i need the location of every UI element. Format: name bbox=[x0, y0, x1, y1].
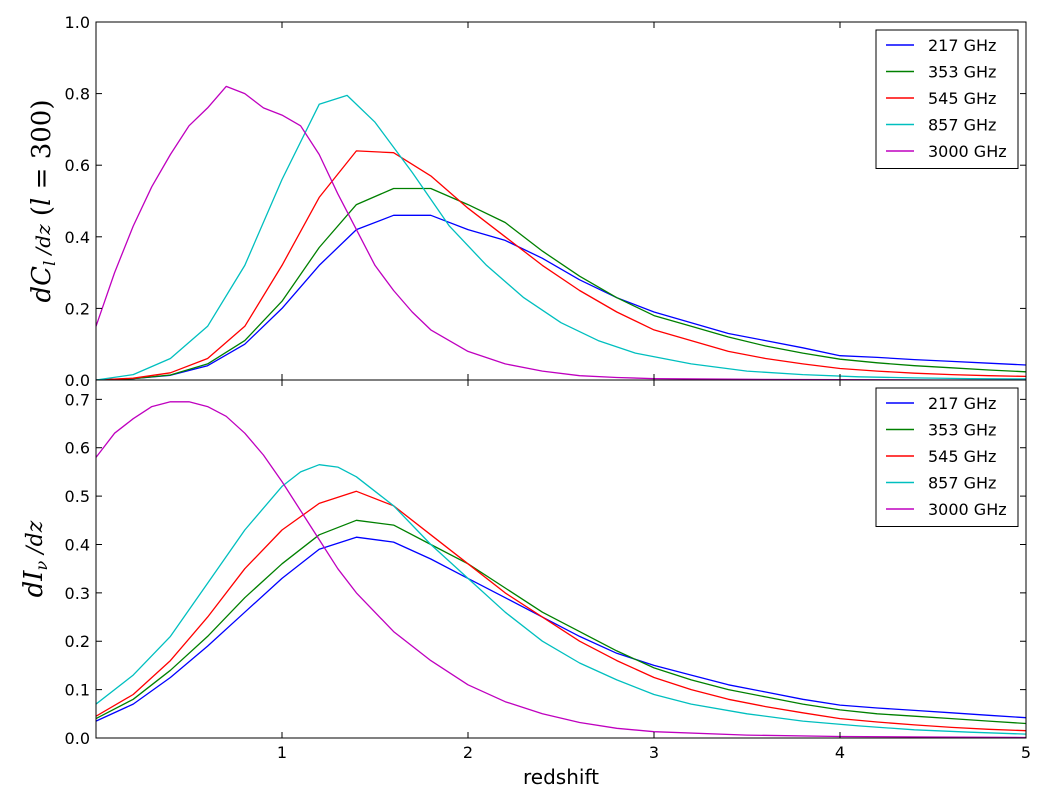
top-y-axis-label-l: l bbox=[27, 198, 57, 206]
bottom-series-line-857-ghz bbox=[96, 464, 1026, 735]
bottom-series-line-353-ghz bbox=[96, 519, 1026, 725]
top-y-tick-label: 0.0 bbox=[65, 371, 90, 390]
top-series-line-217-ghz bbox=[96, 214, 1026, 380]
top-legend-label: 857 GHz bbox=[928, 116, 996, 135]
bottom-series-line-545-ghz bbox=[96, 490, 1026, 732]
top-legend-label: 353 GHz bbox=[928, 63, 996, 82]
top-legend-box bbox=[875, 29, 1019, 169]
bottom-y-tick-label: 0.5 bbox=[65, 487, 90, 506]
bottom-y-tick-label: 0.1 bbox=[65, 681, 90, 700]
bottom-x-tick-label: 4 bbox=[835, 743, 845, 762]
top-legend-label: 545 GHz bbox=[928, 89, 996, 108]
bottom-series-group bbox=[96, 401, 1026, 738]
bottom-series-line-3000-ghz bbox=[96, 401, 1026, 738]
top-y-tick-label: 0.6 bbox=[65, 156, 90, 175]
top-y-axis-label-paren: ( bbox=[27, 206, 57, 224]
bottom-y-axis-label: dIν /dz bbox=[19, 520, 51, 597]
top-panel: 0.0 0.2 0.4 0.6 0.8 1.0 217 GHz 353 GHz 545 GHz… bbox=[27, 13, 1027, 390]
bottom-y-tick-label: 0.3 bbox=[65, 584, 90, 603]
bottom-x-tick-label: 3 bbox=[649, 743, 659, 762]
bottom-legend-label: 3000 GHz bbox=[928, 500, 1007, 519]
top-y-axis-label: dCl /dz (l = 300) bbox=[27, 100, 59, 303]
top-y-axis-label-fraction: dC bbox=[27, 266, 57, 303]
top-legend-label: 3000 GHz bbox=[928, 142, 1007, 161]
bottom-x-tick-label: 5 bbox=[1021, 743, 1031, 762]
bottom-panel: 0.0 0.1 0.2 0.3 0.4 0.5 0.6 0.7 1 2 3 4 5 217 GHz 353… bbox=[19, 379, 1031, 762]
top-series-group bbox=[96, 85, 1026, 380]
bottom-y-tick-label: 0.4 bbox=[65, 535, 90, 554]
top-ticks: 0.0 0.2 0.4 0.6 0.8 1.0 bbox=[65, 13, 1027, 390]
top-y-axis-label-den: /dz bbox=[31, 224, 55, 261]
bottom-y-axis-label-subscript: ν bbox=[32, 560, 51, 570]
top-legend-label: 217 GHz bbox=[928, 36, 996, 55]
bottom-y-tick-label: 0.2 bbox=[65, 632, 90, 651]
top-legend: 217 GHz 353 GHz 545 GHz 857 GHz 3000 GHz bbox=[875, 29, 1019, 169]
bottom-y-axis-label-den: /dz bbox=[23, 520, 48, 560]
bottom-x-tick-label: 2 bbox=[463, 743, 473, 762]
bottom-x-tick-label: 1 bbox=[277, 743, 287, 762]
top-y-tick-label: 0.2 bbox=[65, 299, 90, 318]
bottom-legend-label: 545 GHz bbox=[928, 447, 996, 466]
top-series-line-3000-ghz bbox=[96, 85, 1026, 380]
top-series-line-545-ghz bbox=[96, 150, 1026, 380]
bottom-ticks: 0.0 0.1 0.2 0.3 0.4 0.5 0.6 0.7 1 2 3 4 5 bbox=[65, 380, 1031, 762]
top-y-tick-label: 0.4 bbox=[65, 228, 90, 247]
bottom-plot-frame bbox=[95, 379, 1027, 739]
bottom-y-tick-label: 0.6 bbox=[65, 439, 90, 458]
top-y-tick-label: 1.0 bbox=[65, 13, 90, 32]
bottom-legend-label: 857 GHz bbox=[928, 474, 996, 493]
bottom-y-tick-label: 0.0 bbox=[65, 729, 90, 748]
bottom-legend-box bbox=[875, 387, 1019, 527]
top-y-axis-label-subscript: l bbox=[40, 261, 59, 266]
top-series-line-857-ghz bbox=[96, 94, 1026, 380]
bottom-legend: 217 GHz 353 GHz 545 GHz 857 GHz 3000 GHz bbox=[875, 387, 1019, 527]
top-series-line-353-ghz bbox=[96, 187, 1026, 380]
bottom-y-axis-label-dI: dI bbox=[19, 570, 49, 598]
bottom-y-tick-label: 0.7 bbox=[65, 390, 90, 409]
bottom-legend-label: 217 GHz bbox=[928, 394, 996, 413]
top-y-tick-label: 0.8 bbox=[65, 85, 90, 104]
bottom-series-line-217-ghz bbox=[96, 536, 1026, 722]
bottom-legend-label: 353 GHz bbox=[928, 421, 996, 440]
top-y-axis-label-value: = 300) bbox=[27, 100, 57, 198]
x-axis-label: redshift bbox=[523, 765, 599, 789]
